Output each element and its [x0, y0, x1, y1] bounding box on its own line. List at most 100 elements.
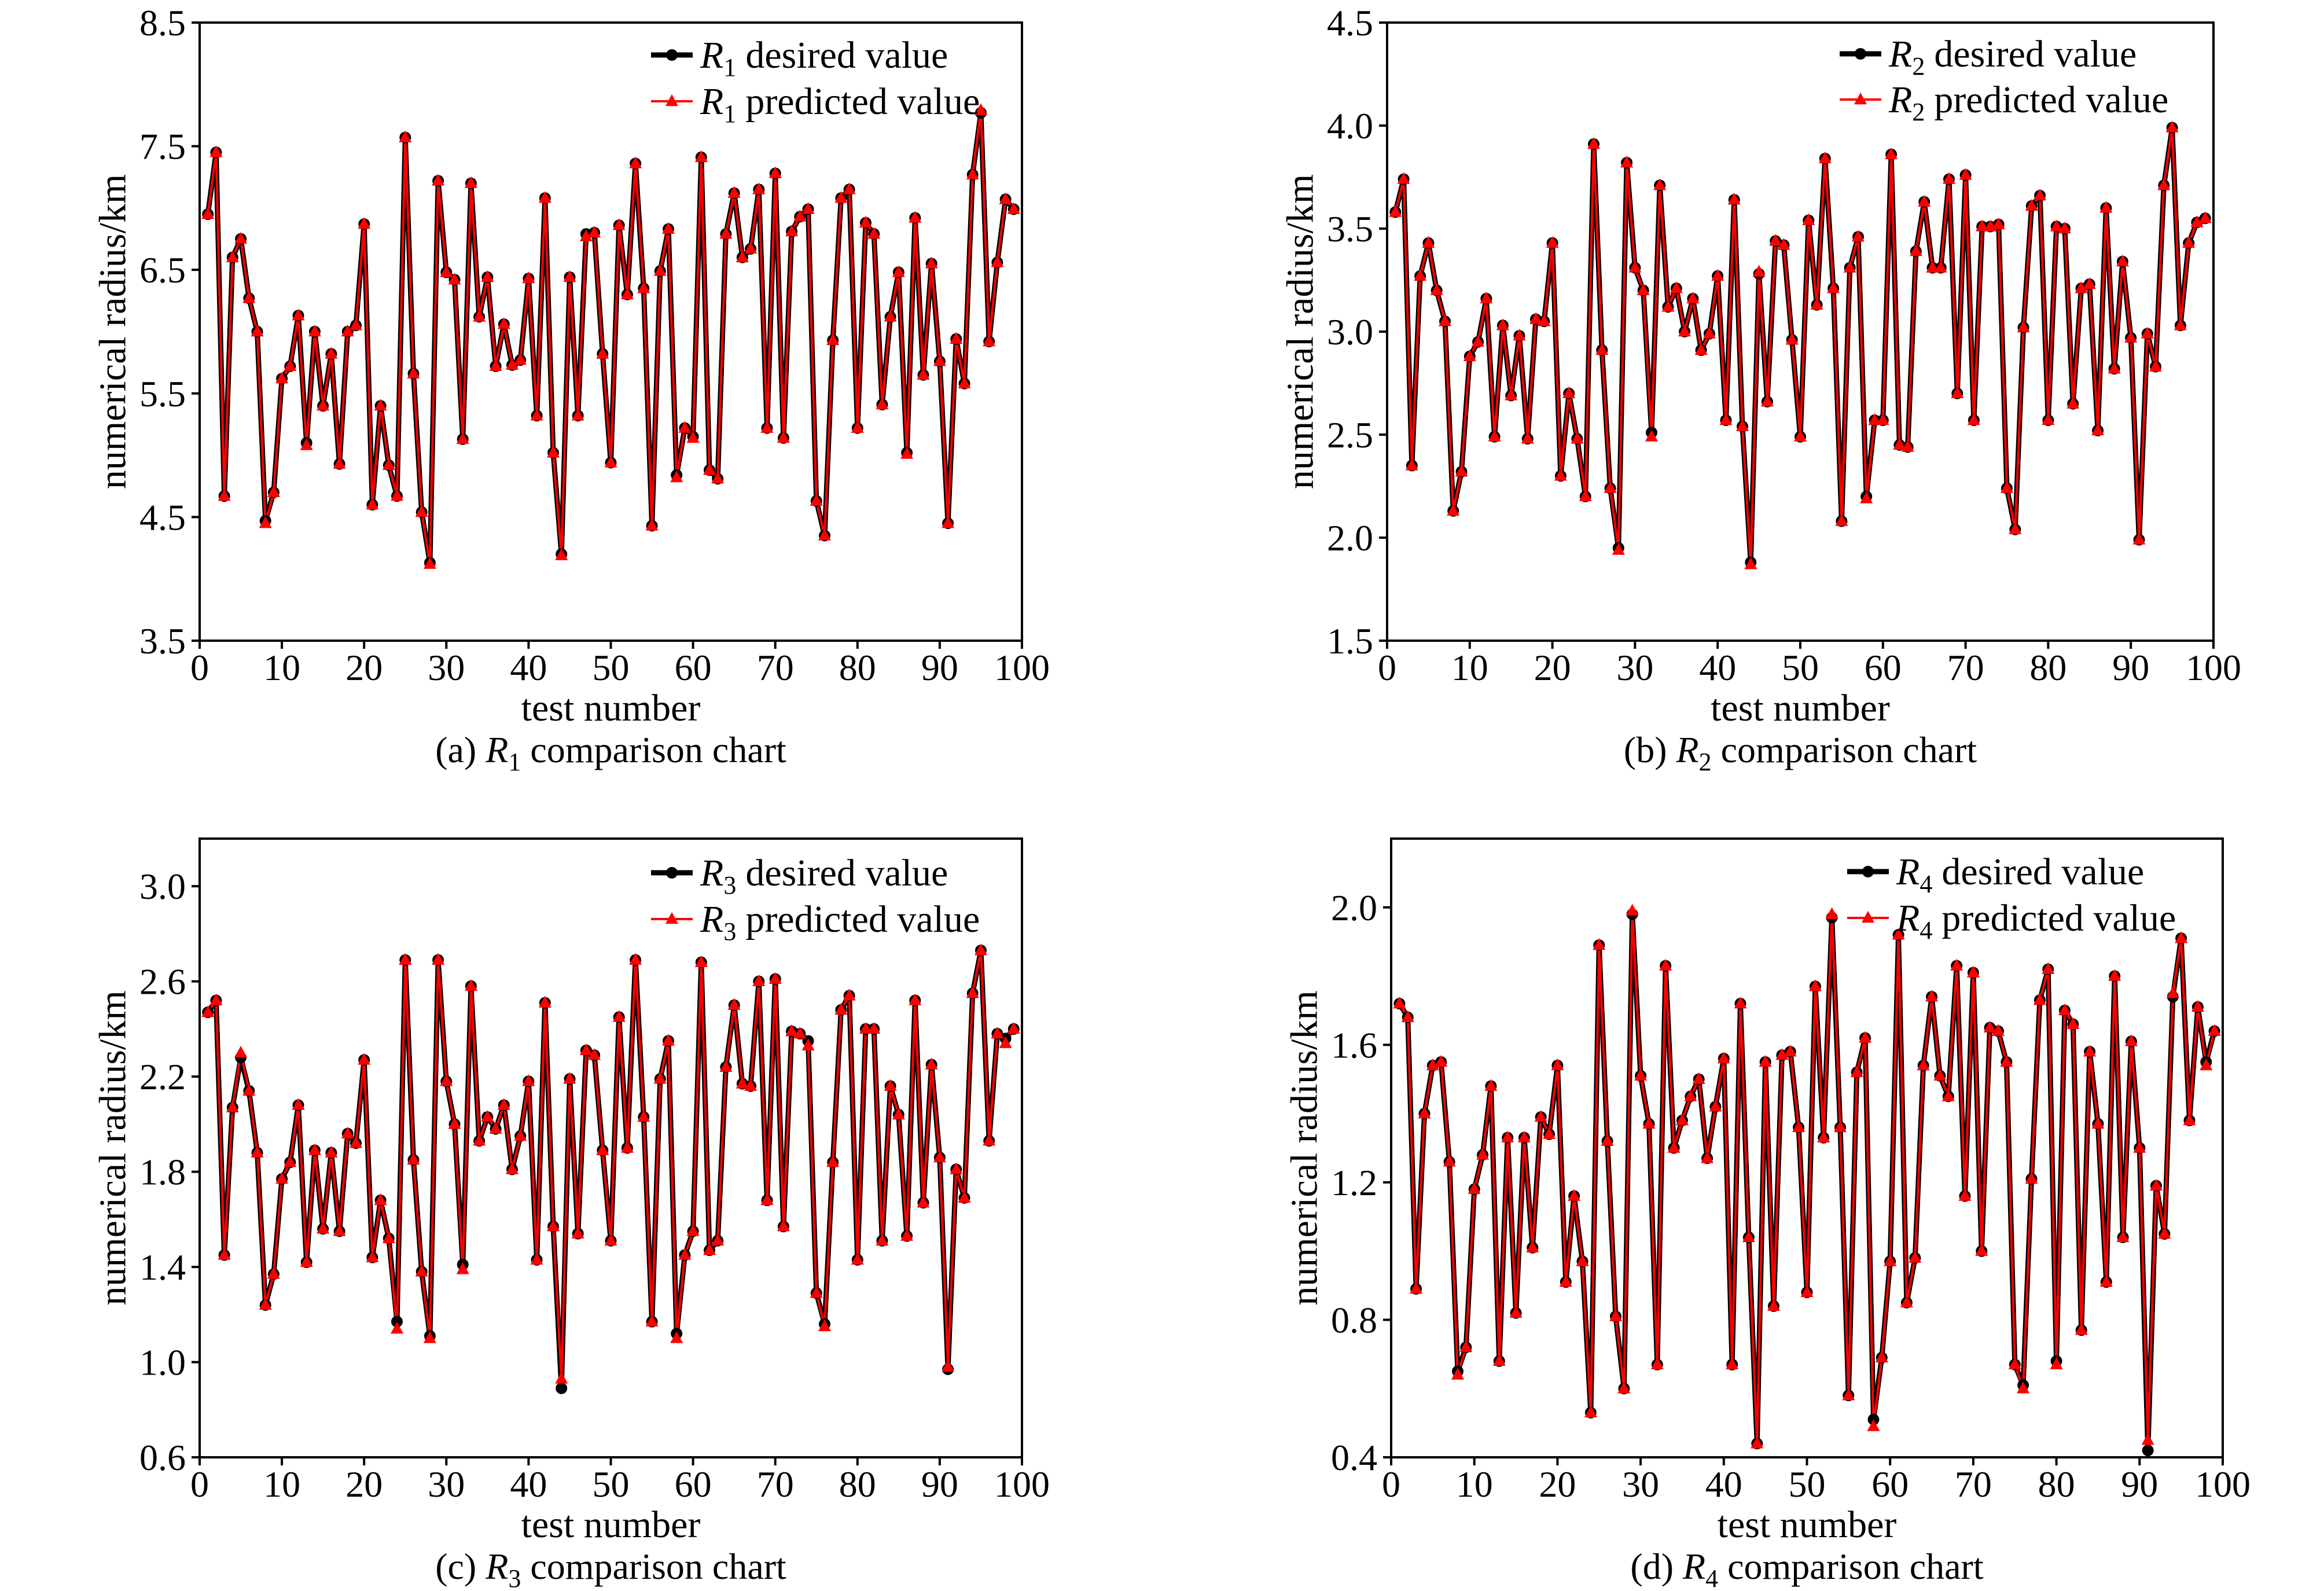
predicted-value-point — [538, 191, 551, 203]
y-tick-label: 0.4 — [1331, 1437, 1377, 1478]
predicted-value-point — [2175, 931, 2188, 943]
predicted-value-point — [661, 1034, 675, 1046]
caption-subscript: 3 — [508, 1564, 521, 1591]
predicted-value-point — [620, 1141, 634, 1153]
predicted-value-point — [1926, 260, 1939, 273]
predicted-value-point — [900, 447, 914, 459]
predicted-value-point — [374, 399, 387, 411]
predicted-value-point — [1393, 996, 1406, 1009]
legend: R3 desired value R3 predicted value — [651, 852, 980, 946]
predicted-value-point — [1958, 1189, 1972, 1201]
predicted-value-point — [1480, 291, 1493, 304]
predicted-value-point — [571, 1226, 584, 1239]
predicted-value-point — [2025, 199, 2038, 211]
predicted-value-point — [950, 1162, 963, 1174]
y-tick-label: 7.5 — [139, 126, 186, 167]
predicted-value-point — [522, 1074, 535, 1086]
predicted-value-point — [1593, 938, 1606, 950]
predicted-value-point — [900, 1229, 914, 1241]
x-tick-label: 50 — [593, 1464, 630, 1505]
x-tick-label: 30 — [428, 647, 465, 688]
predicted-value-point — [1876, 413, 1889, 425]
predicted-value-point — [2108, 361, 2121, 374]
x-axis: 0 10 20 30 40 50 60 70 80 90 100 — [1378, 641, 2241, 688]
predicted-value-point — [884, 1079, 897, 1091]
predicted-value-point — [579, 229, 593, 241]
predicted-value-point — [966, 986, 979, 998]
predicted-value-point — [1702, 326, 1716, 339]
predicted-value-point — [620, 287, 634, 300]
predicted-value-point — [1459, 1340, 1473, 1353]
predicted-value-point — [1892, 928, 1905, 940]
predicted-value-point — [925, 256, 938, 269]
predicted-value-point — [909, 211, 922, 223]
predicted-value-point — [1868, 413, 1881, 425]
y-tick-label: 8.5 — [139, 2, 186, 43]
caption-text: comparison chart — [530, 1546, 786, 1587]
predicted-value-point — [917, 368, 930, 380]
predicted-value-point — [1443, 1155, 1456, 1167]
predicted-value-point — [1476, 1148, 1490, 1160]
predicted-value-point — [2017, 1381, 2030, 1394]
predicted-value-point — [317, 399, 330, 411]
predicted-value-point — [259, 1298, 272, 1310]
x-tick-label: 100 — [994, 1464, 1050, 1505]
predicted-value-point — [2200, 1058, 2213, 1071]
predicted-value-point — [2166, 986, 2179, 998]
predicted-value-point — [1430, 283, 1443, 296]
legend-label: R1 predicted value — [700, 80, 980, 128]
predicted-value-point — [1620, 155, 1634, 168]
predicted-value-point — [810, 494, 823, 506]
predicted-value-point — [489, 359, 502, 372]
predicted-value-point — [2174, 318, 2187, 330]
predicted-value-point — [2025, 1171, 2038, 1184]
predicted-value-point — [1751, 1436, 1764, 1449]
x-tick-label: 20 — [1539, 1464, 1576, 1505]
predicted-value-point — [670, 470, 683, 483]
predicted-value-points — [1389, 120, 2212, 569]
predicted-value-point — [1966, 965, 1980, 978]
predicted-value-point — [884, 310, 897, 322]
predicted-value-point — [629, 156, 642, 168]
predicted-value-point — [703, 1243, 716, 1255]
x-axis-title: test number — [521, 687, 701, 729]
predicted-value-point — [1637, 283, 1650, 296]
predicted-value-point — [399, 130, 412, 142]
predicted-value-point — [317, 1222, 330, 1234]
predicted-value-point — [1701, 1151, 1714, 1163]
predicted-value-point — [1909, 244, 1922, 256]
predicted-value-point — [1976, 219, 1989, 232]
predicted-value-point — [563, 270, 576, 282]
predicted-value-point — [423, 557, 436, 569]
predicted-value-point — [2058, 1003, 2071, 1016]
x-tick-label: 0 — [190, 647, 209, 688]
x-tick-label: 30 — [428, 1464, 465, 1505]
predicted-value-point — [1422, 236, 1435, 248]
predicted-value-point — [1007, 1022, 1020, 1034]
predicted-value-point — [1909, 1251, 1922, 1263]
predicted-value-point — [1501, 1130, 1514, 1142]
predicted-value-point — [358, 1053, 371, 1065]
predicted-value-point — [382, 1231, 395, 1243]
x-tick-label: 60 — [1865, 647, 1902, 688]
predicted-value-point — [760, 1193, 774, 1206]
legend-label: R3 predicted value — [700, 898, 980, 946]
predicted-value-point — [1401, 1010, 1414, 1023]
predicted-value-point — [2091, 1116, 2105, 1129]
panel-caption: (a) R1 comparison chart — [435, 729, 786, 776]
y-tick-label: 2.6 — [139, 961, 186, 1002]
y-axis-title: numerical radius/km — [92, 174, 134, 489]
predicted-value-point — [1601, 1134, 1614, 1146]
predicted-value-point — [1818, 151, 1832, 164]
predicted-value-point — [1867, 1419, 1880, 1431]
predicted-value-point — [1562, 386, 1576, 399]
predicted-value-point — [2158, 1226, 2171, 1239]
predicted-value-point — [226, 250, 239, 263]
x-tick-label: 30 — [1622, 1464, 1659, 1505]
y-tick-label: 3.5 — [139, 620, 186, 662]
predicted-value-point — [1992, 217, 2005, 230]
predicted-value-point — [218, 488, 231, 501]
y-tick-label: 6.5 — [139, 249, 186, 291]
predicted-value-point — [1744, 557, 1757, 569]
